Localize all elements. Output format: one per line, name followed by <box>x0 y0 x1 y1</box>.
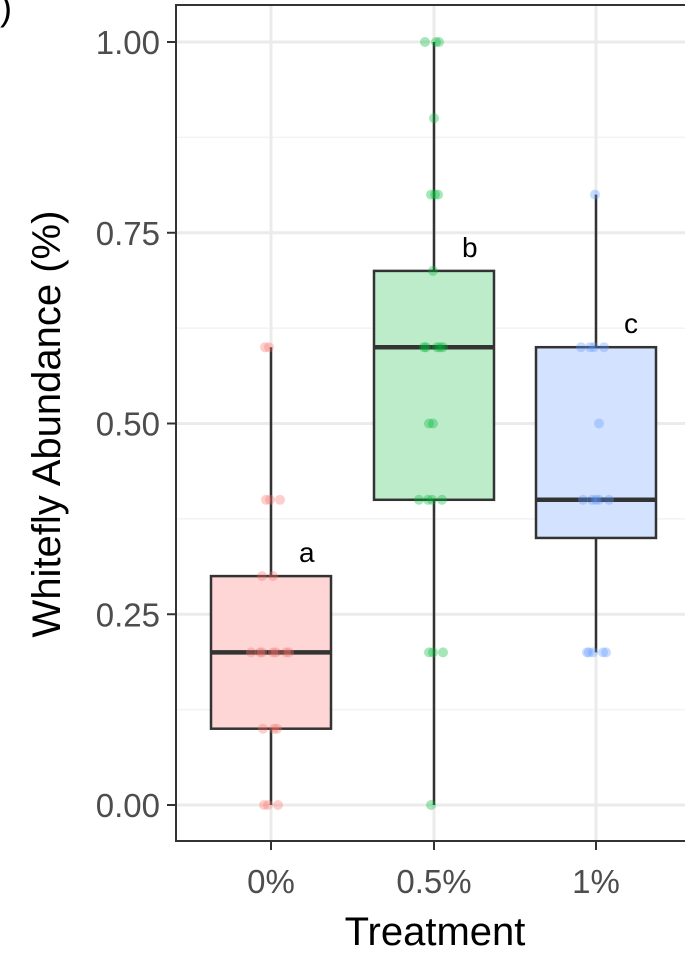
x-tick-label: 0% <box>247 863 295 900</box>
data-point <box>281 647 291 658</box>
data-point <box>269 723 279 734</box>
data-point <box>433 189 443 200</box>
data-point <box>275 494 285 505</box>
data-point <box>599 342 609 353</box>
y-tick-label: 0.25 <box>96 596 160 633</box>
data-point <box>584 647 594 658</box>
data-point <box>587 494 597 505</box>
data-point <box>419 342 429 353</box>
data-point <box>260 342 270 353</box>
data-point <box>437 494 447 505</box>
x-tick-label: 1% <box>572 863 620 900</box>
y-tick-label: 0.75 <box>96 215 160 252</box>
data-point <box>257 647 267 658</box>
x-axis-title: Treatment <box>345 910 526 954</box>
data-point <box>582 647 592 658</box>
data-point <box>438 647 448 658</box>
data-point <box>255 647 265 658</box>
data-point <box>578 494 588 505</box>
data-point <box>257 571 267 582</box>
data-point <box>594 418 604 429</box>
data-point <box>598 647 608 658</box>
data-point <box>590 189 600 200</box>
data-point <box>428 418 438 429</box>
data-point <box>601 647 611 658</box>
data-point <box>271 647 281 658</box>
box-0.5% <box>372 269 496 502</box>
data-point <box>420 37 430 47</box>
y-axis: 0.00 0.25 0.50 0.75 1.00 <box>96 24 176 824</box>
data-point <box>259 800 269 810</box>
significance-letter: c <box>624 308 638 339</box>
data-point <box>265 494 275 505</box>
y-tick-label: 1.00 <box>96 24 160 61</box>
significance-letter: a <box>299 537 315 568</box>
data-point <box>272 723 282 734</box>
boxes-layer: a b c <box>209 42 658 805</box>
y-tick-label: 0.50 <box>96 406 160 443</box>
data-point <box>426 800 436 810</box>
data-point <box>246 647 256 658</box>
data-point <box>264 342 274 353</box>
data-point <box>604 494 614 505</box>
data-point <box>591 494 601 505</box>
data-point <box>423 494 433 505</box>
data-point <box>594 494 604 505</box>
y-axis-title: Whitefly Abundance (%) <box>25 211 69 638</box>
data-point <box>414 494 424 505</box>
data-point <box>421 342 431 353</box>
data-point <box>268 571 278 582</box>
x-tick-label: 0.5% <box>396 863 471 900</box>
data-point <box>429 113 439 124</box>
jitter-points-layer <box>246 37 614 810</box>
data-point <box>432 342 442 353</box>
box-1% <box>534 345 658 540</box>
data-point <box>427 494 437 505</box>
data-point <box>435 342 445 353</box>
x-axis: 0% 0.5% 1% <box>247 841 620 900</box>
data-point <box>430 189 440 200</box>
data-point <box>284 647 294 658</box>
y-tick-label: 0.00 <box>96 787 160 824</box>
data-point <box>424 418 434 429</box>
data-point <box>424 647 434 658</box>
data-point <box>273 800 283 810</box>
panel-label: ) <box>0 0 12 28</box>
data-point <box>576 342 586 353</box>
data-point <box>261 494 271 505</box>
data-point <box>438 342 448 353</box>
data-point <box>585 342 595 353</box>
data-point <box>263 800 273 810</box>
data-point <box>258 723 268 734</box>
data-point <box>434 37 444 47</box>
data-point <box>589 342 599 353</box>
data-point <box>426 189 436 200</box>
significance-letter: b <box>462 232 478 263</box>
data-point <box>588 647 598 658</box>
data-point <box>428 265 438 276</box>
data-point <box>428 647 438 658</box>
data-point <box>431 37 441 47</box>
data-point <box>268 647 278 658</box>
